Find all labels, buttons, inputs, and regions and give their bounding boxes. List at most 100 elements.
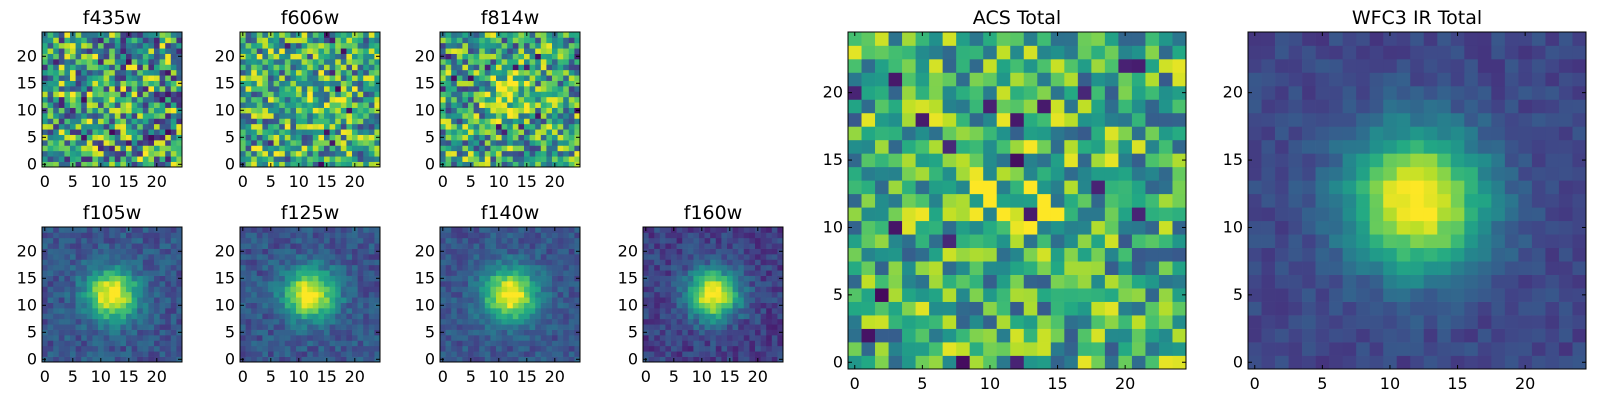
heatmap-cell: [1158, 315, 1173, 329]
heatmap-cell: [318, 145, 325, 152]
heatmap-cell: [251, 270, 258, 276]
heatmap-cell: [126, 329, 132, 336]
heatmap-cell: [643, 286, 649, 293]
heatmap-cell: [557, 156, 564, 162]
heatmap-cell: [462, 113, 469, 119]
heatmap-cell: [64, 102, 71, 108]
heatmap-cell: [861, 234, 876, 249]
heatmap-cell: [704, 318, 711, 325]
heatmap-cell: [352, 102, 358, 108]
heatmap-cell: [335, 356, 342, 363]
heatmap-cell: [1037, 328, 1052, 343]
heatmap-cell: [942, 342, 957, 356]
heatmap-cell: [1104, 342, 1119, 356]
heatmap-cell: [518, 232, 525, 239]
heatmap-cell: [721, 297, 728, 303]
heatmap-cell: [142, 318, 149, 325]
heatmap-cell: [983, 274, 998, 289]
heatmap-cell: [456, 259, 463, 266]
heatmap-cell: [318, 156, 325, 162]
heatmap-cell: [301, 91, 308, 98]
heatmap-cell: [340, 227, 347, 233]
heatmap-cell: [546, 270, 553, 276]
heatmap-cell: [518, 237, 525, 244]
heatmap-cell: [529, 324, 536, 330]
heatmap-cell: [148, 318, 155, 325]
heatmap-cell: [451, 53, 458, 60]
heatmap-cell: [727, 302, 733, 309]
heatmap-cell: [318, 37, 325, 44]
heatmap-cell: [81, 264, 88, 271]
heatmap-cell: [715, 286, 722, 293]
heatmap-cell: [92, 324, 99, 330]
heatmap-cell: [473, 113, 480, 119]
heatmap-cell: [346, 156, 353, 162]
heatmap-cell: [47, 156, 54, 162]
heatmap-cell: [721, 302, 728, 309]
heatmap-cell: [301, 129, 308, 135]
heatmap-cell: [131, 156, 138, 162]
heatmap-cell: [861, 220, 876, 235]
heatmap-cell: [262, 42, 269, 49]
heatmap-cell: [131, 248, 138, 255]
heatmap-cell: [335, 75, 342, 81]
heatmap-cell: [137, 281, 144, 287]
heatmap-cell: [70, 118, 76, 125]
heatmap-cell: [154, 254, 160, 260]
heatmap-cell: [120, 32, 127, 38]
heatmap-cell: [490, 156, 497, 162]
heatmap-cell: [496, 102, 502, 108]
heatmap-cell: [456, 145, 463, 152]
heatmap-cell: [357, 64, 364, 71]
heatmap-cell: [1010, 220, 1025, 235]
heatmap-cell: [535, 96, 542, 103]
heatmap-cell: [529, 237, 536, 244]
heatmap-cell: [552, 48, 558, 54]
heatmap-cell: [279, 107, 286, 114]
heatmap-cell: [245, 275, 252, 282]
heatmap-cell: [451, 113, 458, 119]
heatmap-cell: [312, 107, 319, 114]
heatmap-cell: [1118, 274, 1133, 289]
heatmap-cell: [563, 64, 570, 71]
heatmap-cell: [273, 345, 280, 352]
heatmap-cell: [256, 335, 263, 341]
heatmap-cell: [484, 329, 491, 336]
heatmap-cell: [490, 302, 497, 309]
heatmap-cell: [574, 286, 581, 293]
heatmap-cell: [557, 48, 564, 54]
heatmap-cell: [902, 315, 916, 329]
heatmap-cell: [496, 335, 502, 341]
heatmap-cell: [942, 288, 957, 302]
heatmap-cell: [368, 37, 375, 44]
heatmap-cell: [58, 281, 65, 287]
heatmap-cell: [301, 335, 308, 341]
heatmap-cell: [374, 313, 381, 320]
heatmap-cell: [540, 80, 547, 87]
heatmap-cell: [103, 297, 110, 303]
heatmap-cell: [462, 297, 469, 303]
heatmap-cell: [648, 286, 655, 293]
heatmap-cell: [58, 248, 65, 255]
heatmap-cell: [445, 270, 452, 276]
heatmap-cell: [546, 286, 553, 293]
heatmap-cell: [165, 140, 172, 146]
heatmap-cell: [512, 75, 519, 81]
heatmap-cell: [557, 129, 564, 135]
heatmap-cell: [484, 69, 491, 76]
heatmap-cell: [352, 264, 358, 271]
heatmap-cell: [70, 102, 76, 108]
axes-frame: [41, 226, 183, 363]
heatmap-cell: [318, 86, 325, 92]
heatmap-cell: [346, 59, 353, 65]
heatmap-cell: [861, 193, 876, 208]
heatmap-cell: [42, 48, 48, 54]
heatmap-cell: [47, 161, 54, 168]
heatmap-cell: [456, 340, 463, 347]
heatmap-cell: [137, 156, 144, 162]
heatmap-cell: [120, 281, 127, 287]
heatmap-cell: [942, 207, 957, 222]
heatmap-cell: [81, 69, 88, 76]
heatmap-cell: [346, 107, 353, 114]
